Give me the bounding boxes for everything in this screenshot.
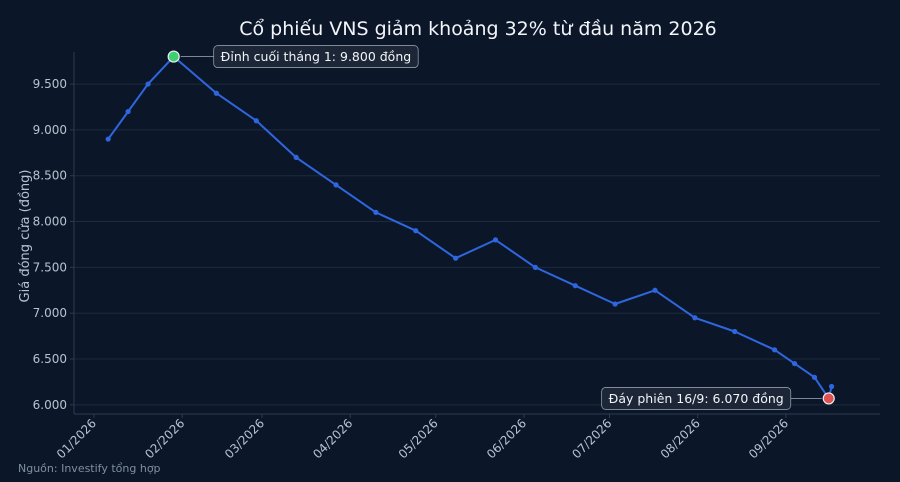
x-tick-label: 06/2026 — [484, 416, 529, 461]
x-tick-label: 01/2026 — [54, 416, 99, 461]
annotation-marker — [822, 392, 835, 405]
data-point — [612, 301, 618, 307]
data-point — [373, 209, 379, 215]
data-point — [772, 347, 778, 353]
y-tick-labels: 6.000 6.500 7.000 7.500 8.000 8.500 9.000 9.500 — [33, 77, 67, 412]
data-point — [105, 136, 111, 142]
data-point — [492, 237, 499, 243]
data-point — [652, 287, 658, 293]
data-point — [532, 264, 538, 270]
data-point — [828, 383, 835, 390]
annotation-label: Đỉnh cuối tháng 1: 9.800 đồng — [221, 49, 412, 64]
y-tick-label: 7.000 — [33, 306, 67, 320]
annotation-label: Đáy phiên 16/9: 6.070 đồng — [609, 391, 784, 406]
data-point — [692, 315, 698, 321]
x-tick-label: 02/2026 — [142, 416, 187, 461]
data-point — [791, 360, 798, 367]
x-tick-labels: 01/2026 02/2026 03/2026 04/2026 05/2026 06/20… — [54, 416, 791, 461]
x-tick-label: 09/2026 — [746, 416, 791, 461]
data-point — [253, 118, 259, 124]
price-series — [105, 53, 835, 402]
y-tick-label: 7.500 — [33, 260, 67, 274]
data-point — [811, 374, 818, 380]
data-point — [293, 154, 299, 160]
data-point — [732, 328, 738, 335]
source-note: Nguồn: Investify tổng hợp — [18, 462, 161, 475]
x-tick-label: 03/2026 — [222, 416, 267, 461]
data-point — [333, 182, 339, 188]
data-point — [453, 255, 459, 261]
data-point — [572, 283, 578, 289]
y-tick-label: 9.000 — [33, 123, 67, 137]
y-axis-label: Giá đóng cửa (đồng) — [18, 170, 33, 303]
series-line — [107, 55, 833, 400]
annotation-marker — [167, 50, 180, 63]
data-point — [413, 228, 419, 234]
y-tick-label: 9.500 — [33, 77, 67, 91]
x-tick-label: 07/2026 — [569, 416, 614, 461]
x-tick-label: 08/2026 — [658, 416, 703, 461]
y-tick-label: 8.000 — [33, 215, 67, 229]
y-tick-label: 6.000 — [33, 398, 67, 412]
annotations: Đỉnh cuối tháng 1: 9.800 đồng Đáy phiên 1… — [167, 45, 835, 410]
axes — [70, 52, 880, 418]
x-tick-label: 05/2026 — [396, 416, 441, 461]
data-point — [125, 108, 131, 115]
x-tick-label: 04/2026 — [310, 416, 355, 461]
y-tick-label: 8.500 — [33, 169, 67, 183]
y-tick-label: 6.500 — [33, 352, 67, 366]
grid-lines — [74, 83, 880, 406]
chart-title: Cổ phiếu VNS giảm khoảng 32% từ đầu năm … — [239, 18, 717, 40]
data-point — [213, 90, 220, 96]
data-point — [145, 81, 151, 87]
